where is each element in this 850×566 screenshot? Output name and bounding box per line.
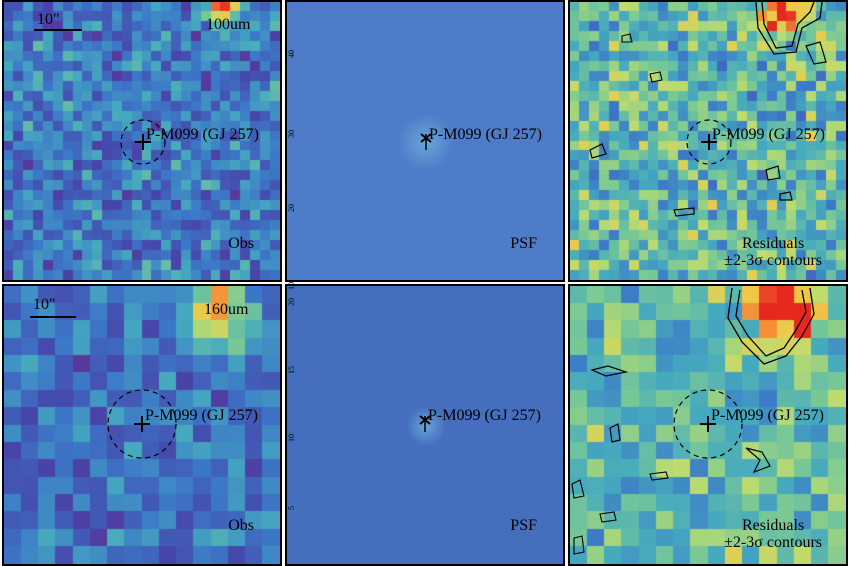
psf-axis-tick-label: 20 <box>287 204 296 212</box>
residuals-label: Residuals ±2-3σ contours <box>724 235 822 270</box>
scale-bar-label: 10" <box>37 11 60 28</box>
source-marker <box>419 415 431 432</box>
obs-label: Obs <box>228 517 254 534</box>
scale-bar-label: 10" <box>33 296 56 313</box>
source-label: P-M099 (GJ 257) <box>428 407 541 424</box>
contours-note: ±2-3σ contours <box>724 251 822 269</box>
residuals-100um-panel: P-M099 (GJ 257) Residuals ±2-3σ contours <box>568 0 848 282</box>
obs-160um-panel: 10" 160um P-M099 (GJ 257) Obs <box>2 284 282 566</box>
residuals-160um-panel: P-M099 (GJ 257) Residuals ±2-3σ contours <box>568 284 848 566</box>
psf-100um-panel: P-M099 (GJ 257) PSF <box>285 0 565 282</box>
psf-100um-image <box>287 2 563 280</box>
residuals-title: Residuals <box>741 517 805 534</box>
obs-label: Obs <box>228 235 254 252</box>
band-label-100um: 100um <box>206 16 251 33</box>
band-label-160um: 160um <box>204 301 249 318</box>
source-marker <box>120 119 166 165</box>
psf-axis-tick-label: 10 <box>287 282 296 290</box>
source-label: P-M099 (GJ 257) <box>712 126 825 143</box>
psf-axis-tick-label: 30 <box>287 130 296 138</box>
psf-label: PSF <box>510 517 537 534</box>
scale-bar <box>30 316 76 318</box>
residual-contours <box>589 2 827 217</box>
psf-axis-tick-label: 5 <box>287 506 296 510</box>
source-label: P-M099 (GJ 257) <box>711 407 824 424</box>
psf-label: PSF <box>510 235 537 252</box>
source-label: P-M099 (GJ 257) <box>146 126 259 143</box>
psf-160um-panel: P-M099 (GJ 257) PSF <box>285 284 565 566</box>
contours-note: ±2-3σ contours <box>724 533 822 551</box>
residuals-label: Residuals ±2-3σ contours <box>724 517 822 552</box>
residuals-title: Residuals <box>741 235 805 252</box>
source-marker <box>420 133 432 150</box>
source-label: P-M099 (GJ 257) <box>429 126 542 143</box>
source-marker <box>107 389 177 459</box>
psf-axis-tick-label: 20 <box>287 298 296 306</box>
scale-bar <box>34 29 82 31</box>
source-label: P-M099 (GJ 257) <box>145 407 258 424</box>
obs-100um-panel: 10" 100um P-M099 (GJ 257) Obs <box>2 0 282 282</box>
psf-axis-tick-label: 15 <box>287 366 296 374</box>
psf-axis-tick-label: 10 <box>287 434 296 442</box>
psf-axis-tick-label: 40 <box>287 50 296 58</box>
residual-contours <box>571 287 815 555</box>
